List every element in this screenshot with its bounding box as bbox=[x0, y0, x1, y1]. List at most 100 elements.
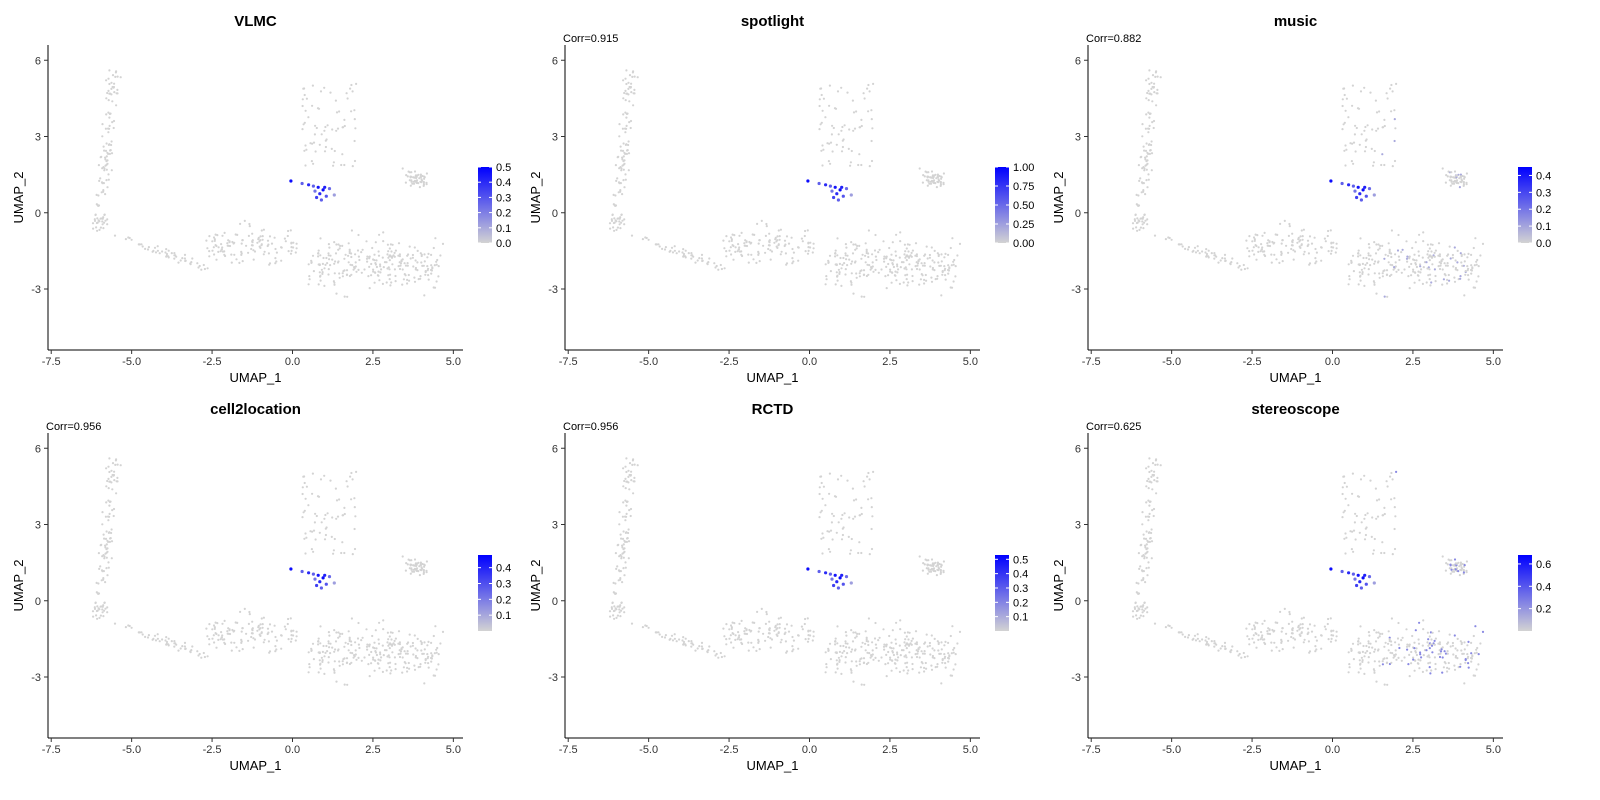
colorbar-tick-label: 0.00 bbox=[1013, 238, 1034, 250]
cell-point bbox=[1151, 100, 1154, 103]
cell-point bbox=[833, 107, 837, 110]
cell-point bbox=[944, 278, 947, 281]
cell-point bbox=[346, 97, 349, 100]
cell-point bbox=[730, 238, 734, 241]
cell-point bbox=[868, 165, 871, 168]
cell-point bbox=[106, 611, 109, 614]
cell-point bbox=[882, 645, 886, 648]
cell-point bbox=[870, 497, 873, 500]
cell-point bbox=[929, 568, 932, 571]
cell-point bbox=[664, 246, 668, 249]
cell-point bbox=[411, 182, 414, 185]
cell-point bbox=[1248, 623, 1251, 626]
cell-point bbox=[610, 219, 614, 222]
cell-point bbox=[619, 570, 623, 573]
cell-point bbox=[1413, 271, 1416, 274]
cell-point bbox=[1334, 639, 1337, 642]
cell-point bbox=[260, 617, 263, 620]
cell-point bbox=[890, 271, 894, 274]
cell-point bbox=[321, 262, 324, 265]
cell-point bbox=[863, 683, 866, 686]
cell-point bbox=[1446, 652, 1449, 655]
cell-point bbox=[259, 235, 262, 238]
cell-point bbox=[1363, 538, 1367, 541]
cell-point bbox=[1394, 641, 1397, 644]
cell-point bbox=[1147, 89, 1150, 92]
cell-point bbox=[1146, 186, 1149, 189]
cell-point bbox=[952, 651, 955, 654]
cell-point bbox=[1315, 639, 1318, 642]
cell-point bbox=[102, 182, 105, 185]
cell-point bbox=[937, 253, 940, 256]
cell-point bbox=[1438, 267, 1442, 271]
cell-point bbox=[97, 582, 100, 585]
cell-point bbox=[1377, 260, 1380, 263]
cell-point bbox=[745, 244, 749, 248]
cell-point bbox=[902, 669, 905, 672]
cell-point bbox=[620, 555, 623, 558]
cell-point bbox=[105, 556, 108, 559]
cell-point bbox=[206, 247, 209, 250]
cell-point bbox=[337, 260, 340, 263]
cell-point bbox=[268, 623, 272, 626]
cell-point bbox=[334, 648, 337, 651]
cell-point bbox=[1446, 563, 1449, 566]
cell-point bbox=[769, 258, 772, 261]
cell-point bbox=[1143, 557, 1146, 560]
cell-point bbox=[376, 662, 379, 665]
cell-point bbox=[259, 623, 262, 626]
cell-point bbox=[894, 254, 898, 257]
cell-point bbox=[321, 272, 324, 275]
cell-point bbox=[867, 643, 870, 647]
x-tick-label: 5.0 bbox=[1486, 356, 1501, 368]
cell-point bbox=[1473, 652, 1476, 655]
cell-point bbox=[1477, 265, 1480, 268]
cell-point bbox=[124, 238, 127, 241]
cell-point bbox=[1398, 258, 1401, 262]
cell-point bbox=[1155, 104, 1158, 107]
hotspot-point bbox=[836, 198, 841, 202]
cell-point bbox=[615, 179, 618, 182]
cell-point bbox=[624, 99, 627, 102]
cell-point bbox=[327, 631, 330, 634]
cell-point bbox=[862, 480, 865, 483]
cell-point bbox=[1449, 572, 1452, 575]
cell-point bbox=[844, 656, 847, 659]
cell-point bbox=[261, 238, 264, 241]
cell-point bbox=[743, 632, 746, 635]
cell-point bbox=[870, 654, 873, 657]
cell-point bbox=[820, 93, 823, 97]
cell-point bbox=[274, 635, 277, 639]
cell-point bbox=[108, 512, 111, 516]
cell-point bbox=[1335, 247, 1338, 250]
cell-point bbox=[1450, 559, 1453, 562]
cell-point bbox=[628, 74, 632, 77]
hotspot-point bbox=[832, 583, 836, 588]
cell-point bbox=[307, 504, 310, 507]
cell-point bbox=[1261, 234, 1264, 237]
cell-point bbox=[1146, 547, 1149, 550]
cell-point bbox=[1144, 581, 1147, 584]
cell-point bbox=[939, 180, 942, 184]
cell-point bbox=[865, 250, 868, 253]
cell-point bbox=[829, 529, 833, 532]
cell-point bbox=[167, 256, 170, 259]
cell-point bbox=[850, 629, 853, 632]
cell-point bbox=[1393, 139, 1396, 143]
cell-point bbox=[1425, 669, 1428, 672]
cell-point bbox=[926, 257, 929, 260]
cell-point bbox=[624, 89, 627, 92]
cell-point bbox=[216, 622, 219, 625]
panel-corr-label: Corr=0.882 bbox=[1086, 33, 1141, 45]
cell-point bbox=[1150, 87, 1153, 90]
cell-point bbox=[860, 512, 863, 516]
cell-point bbox=[141, 633, 144, 636]
cell-point bbox=[947, 272, 950, 275]
cell-point bbox=[1204, 639, 1207, 642]
cell-point bbox=[1408, 257, 1411, 260]
cell-point bbox=[1141, 123, 1144, 126]
cell-point bbox=[1433, 268, 1436, 271]
cell-point bbox=[700, 641, 704, 645]
cell-point bbox=[1389, 651, 1392, 654]
cell-point bbox=[1442, 666, 1445, 669]
